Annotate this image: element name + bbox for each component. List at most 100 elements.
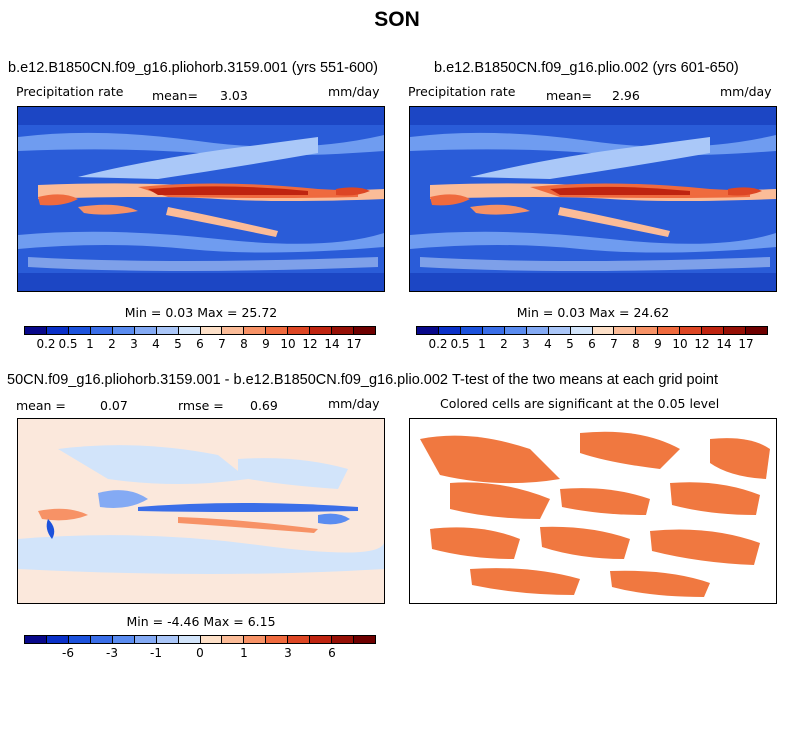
panel2-colorbar-box: [680, 327, 703, 334]
panel1-colorbar-box: [178, 327, 201, 334]
panel2-max-label: Max =: [589, 305, 630, 320]
panel1-minmax: Min = 0.03 Max = 25.72: [17, 305, 385, 320]
panel2-colorbar-box: [548, 327, 571, 334]
panel4-map-svg: [410, 419, 776, 603]
panel1-colorbar-box: [200, 327, 223, 334]
panel2-colorbar-box: [570, 327, 593, 334]
panel1-colorbar-box: [46, 327, 69, 334]
panel1-colorbar-tick-label: 3: [130, 337, 138, 351]
panel3-mean-value: 0.07: [100, 398, 128, 413]
panel3-max-label: Max =: [203, 614, 244, 629]
panel1-mean-label: mean=: [152, 88, 198, 103]
panel1-colorbar-tick-label: 7: [218, 337, 226, 351]
panel1-colorbar-box: [68, 327, 91, 334]
panel3-colorbar-box: [222, 636, 245, 643]
panel2-colorbar-tick-label: 4: [544, 337, 552, 351]
panel3-rmse-value: 0.69: [250, 398, 278, 413]
panel3-minmax: Min = -4.46 Max = 6.15: [17, 614, 385, 629]
panel1-colorbar-ticks: 0.2 0.5 1 2 3 4 5 6 7 8 9 10 12 14 17: [24, 337, 376, 351]
panel2-colorbar-tick-label: 7: [610, 337, 618, 351]
panel3-colorbar-box: [134, 636, 157, 643]
panel3-colorbar-tick-label: 6: [328, 646, 336, 660]
panel3-colorbar-box: [90, 636, 113, 643]
panel1-colorbar-tick-label: 2: [108, 337, 116, 351]
panel1-map-svg: [18, 107, 384, 291]
panel1-colorbar-tick-label: 14: [324, 337, 340, 351]
panel1-colorbar-box: [310, 327, 333, 334]
panel4-subtitle: Colored cells are significant at the 0.0…: [440, 396, 720, 411]
panel3-colorbar: [24, 635, 376, 644]
panel2-map: [409, 106, 777, 292]
panel1-colorbar-box: [354, 327, 375, 334]
panel2-colorbar-tick-label: 5: [566, 337, 574, 351]
panel2-mean-value: 2.96: [612, 88, 640, 103]
panel2-colorbar-box: [438, 327, 461, 334]
panel1-colorbar-box: [25, 327, 47, 334]
panel3-colorbar-tick-label: 1: [240, 646, 248, 660]
panel2-colorbar-tick-label: 0.5: [450, 337, 470, 351]
significant-cells: [420, 431, 770, 597]
panel2-map-svg: [410, 107, 776, 291]
panel1-colorbar-tick-label: 9: [262, 337, 270, 351]
panel1-colorbar-box: [332, 327, 355, 334]
panel3-units: mm/day: [328, 396, 380, 411]
panel1-map: [17, 106, 385, 292]
panel3-colorbar-box: [354, 636, 375, 643]
panel3-min-value: -4.46: [167, 614, 200, 629]
panel1-variable-label: Precipitation rate: [16, 84, 124, 99]
panel2-colorbar-tick-label: 9: [654, 337, 662, 351]
panel4-title: T-test of the two means at each grid poi…: [452, 372, 718, 388]
panel2-colorbar-box: [614, 327, 637, 334]
panel1-colorbar-box: [222, 327, 245, 334]
panel3-colorbar-box: [332, 636, 355, 643]
panel2-title: b.e12.B1850CN.f09_g16.plio.002 (yrs 601-…: [434, 60, 739, 76]
panel3-colorbar-ticks: -6 -3 -1 0 1 3 6: [24, 646, 376, 660]
panel2-colorbar-tick-label: 0.2: [428, 337, 448, 351]
panel1-colorbar-box: [112, 327, 135, 334]
panel3-mean-label: mean =: [16, 398, 66, 413]
panel3-colorbar-tick-label: 0: [196, 646, 204, 660]
panel3-colorbar-box: [310, 636, 333, 643]
panel2-colorbar-tick-label: 8: [632, 337, 640, 351]
panel2-colorbar-box: [417, 327, 439, 334]
panel2-colorbar-tick-label: 3: [522, 337, 530, 351]
panel1-colorbar-box: [266, 327, 289, 334]
panel1-colorbar-tick-label: 0.2: [36, 337, 56, 351]
panel2-colorbar-box: [702, 327, 725, 334]
panel2-colorbar-box: [636, 327, 659, 334]
panel1-colorbar-tick-label: 10: [280, 337, 296, 351]
panel3-colorbar-tick-label: -6: [62, 646, 74, 660]
panel3-colorbar-box: [288, 636, 311, 643]
panel2-colorbar-box: [592, 327, 615, 334]
panel1-colorbar-tick-label: 1: [86, 337, 94, 351]
panel2-colorbar-box: [746, 327, 767, 334]
panel3-colorbar-box: [178, 636, 201, 643]
panel2-colorbar-box: [482, 327, 505, 334]
panel4-map: [409, 418, 777, 604]
panel3-colorbar-box: [200, 636, 223, 643]
panel1-colorbar-tick-label: 17: [346, 337, 362, 351]
panel1-units: mm/day: [328, 84, 380, 99]
panel3-colorbar-box: [266, 636, 289, 643]
panel2-colorbar-tick-label: 14: [716, 337, 732, 351]
panel3-colorbar-box: [68, 636, 91, 643]
panel1-max-value: 25.72: [241, 305, 278, 320]
panel1-colorbar-tick-label: 0.5: [58, 337, 78, 351]
panel2-min-label: Min =: [516, 305, 554, 320]
panel2-colorbar-box: [526, 327, 549, 334]
panel3-colorbar-tick-label: -3: [106, 646, 118, 660]
panel3-rmse-label: rmse =: [178, 398, 224, 413]
panel1-colorbar-tick-label: 12: [302, 337, 318, 351]
panel1-colorbar-box: [288, 327, 311, 334]
panel2-max-value: 24.62: [633, 305, 670, 320]
panel1-colorbar-box: [244, 327, 267, 334]
panel2-mean-label: mean=: [546, 88, 592, 103]
panel3-colorbar-tick-label: -1: [150, 646, 162, 660]
panel1-colorbar-tick-label: 5: [174, 337, 182, 351]
panel2-colorbar-tick-label: 12: [694, 337, 710, 351]
panel2-colorbar-tick-label: 2: [500, 337, 508, 351]
panel1-min-value: 0.03: [165, 305, 194, 320]
panel3-colorbar-box: [46, 636, 69, 643]
panel1-max-label: Max =: [197, 305, 238, 320]
panel3-colorbar-box: [156, 636, 179, 643]
